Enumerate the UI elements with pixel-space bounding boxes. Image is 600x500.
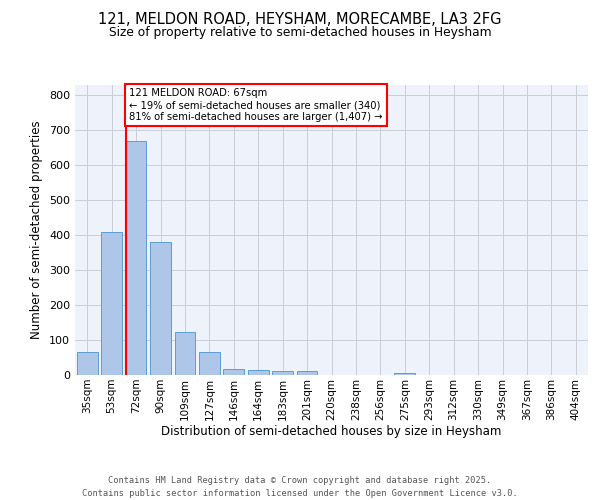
Bar bbox=[150, 242, 171, 375]
Bar bbox=[248, 370, 269, 375]
Bar bbox=[272, 371, 293, 375]
Bar bbox=[175, 332, 196, 375]
Bar bbox=[296, 371, 317, 375]
Bar bbox=[125, 141, 146, 375]
Text: 121, MELDON ROAD, HEYSHAM, MORECAMBE, LA3 2FG: 121, MELDON ROAD, HEYSHAM, MORECAMBE, LA… bbox=[98, 12, 502, 28]
X-axis label: Distribution of semi-detached houses by size in Heysham: Distribution of semi-detached houses by … bbox=[161, 426, 502, 438]
Bar bbox=[199, 352, 220, 375]
Bar bbox=[101, 232, 122, 375]
Bar bbox=[77, 352, 98, 375]
Text: 121 MELDON ROAD: 67sqm
← 19% of semi-detached houses are smaller (340)
81% of se: 121 MELDON ROAD: 67sqm ← 19% of semi-det… bbox=[130, 88, 383, 122]
Bar bbox=[394, 374, 415, 375]
Y-axis label: Number of semi-detached properties: Number of semi-detached properties bbox=[31, 120, 43, 340]
Bar bbox=[223, 368, 244, 375]
Text: Size of property relative to semi-detached houses in Heysham: Size of property relative to semi-detach… bbox=[109, 26, 491, 39]
Text: Contains HM Land Registry data © Crown copyright and database right 2025.
Contai: Contains HM Land Registry data © Crown c… bbox=[82, 476, 518, 498]
